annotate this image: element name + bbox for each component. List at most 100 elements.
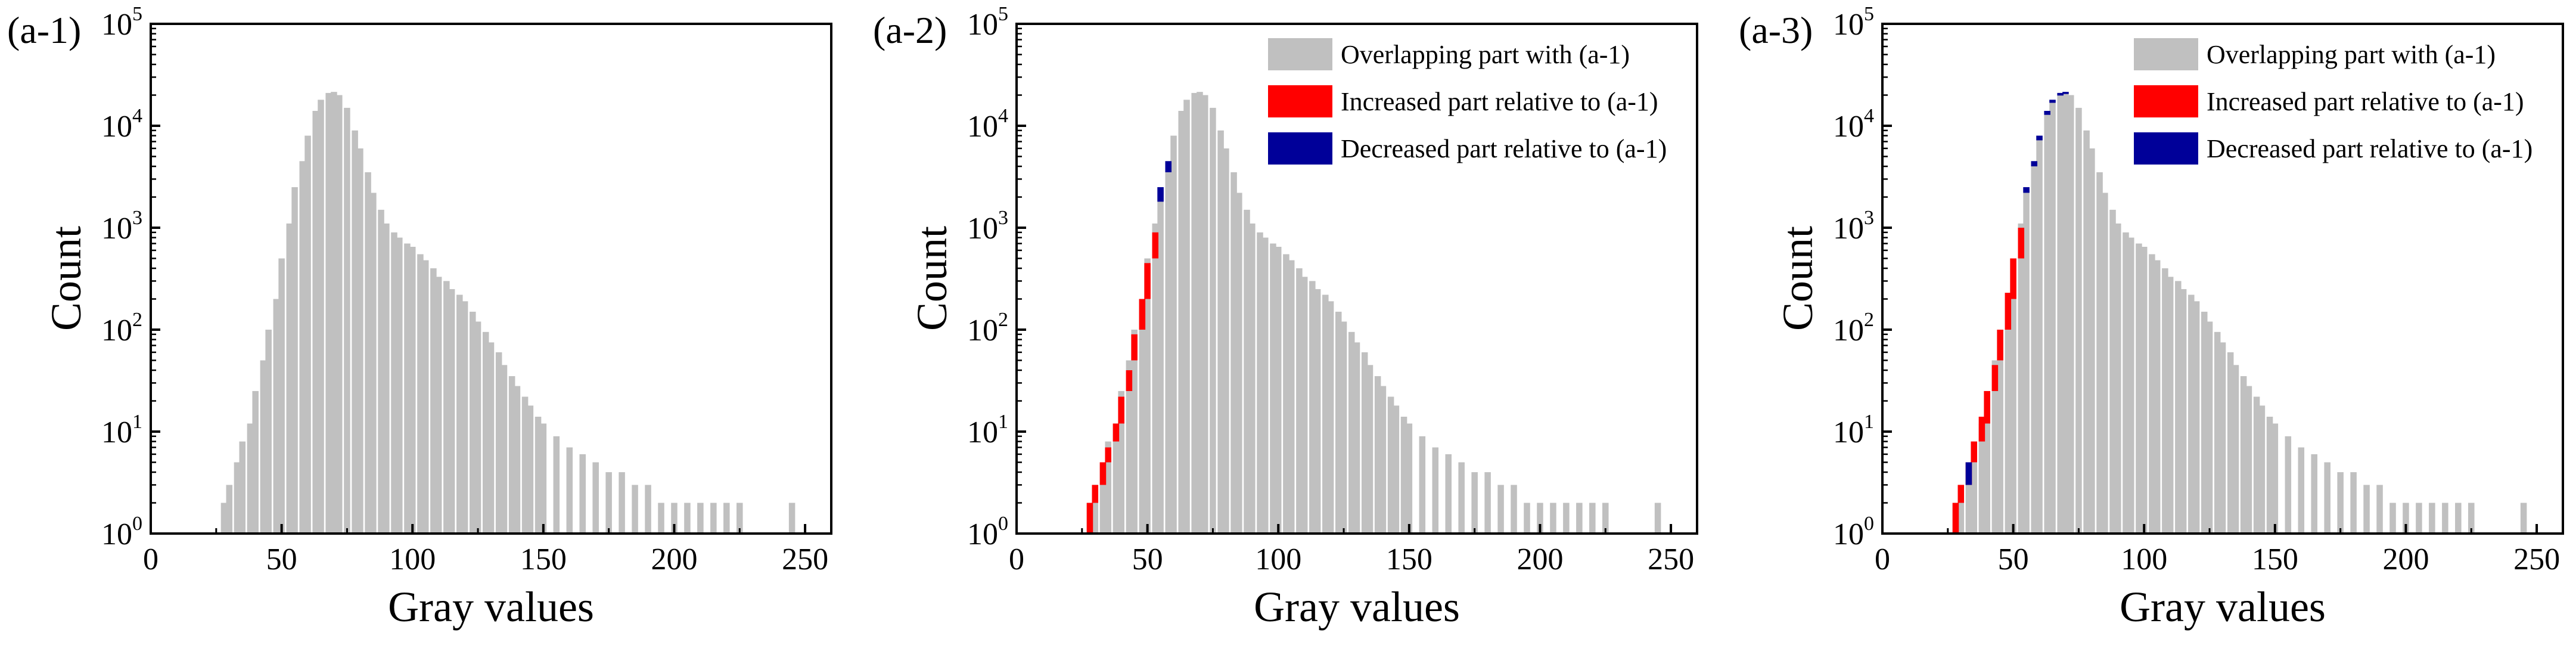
panel-a3-y-tick-label: 105 bbox=[1833, 3, 1874, 42]
panel-a3-overlap-bar bbox=[2214, 331, 2221, 534]
panel-a3-x-axis-title: Gray values bbox=[2120, 583, 2326, 631]
panel-a3-overlap-bar bbox=[2298, 447, 2305, 534]
panel-a2-y-tick-label: 101 bbox=[967, 411, 1008, 449]
panel-a1-overlap-bar bbox=[409, 246, 416, 534]
panel-a3-overlap-bar bbox=[1991, 360, 1999, 534]
panel-a2-overlap-bar bbox=[1387, 396, 1394, 534]
panel-a3-overlap-bar bbox=[2253, 396, 2260, 534]
panel-a3-increased-bar bbox=[1952, 503, 1959, 534]
panel-a3-x-tick-label: 150 bbox=[2252, 542, 2298, 576]
panel-a1-overlap-bar bbox=[335, 95, 343, 534]
panel-a3-increased-bar bbox=[2005, 293, 2012, 330]
panel-a3-label: (a-3) bbox=[1739, 9, 1813, 51]
panel-a2-overlap-bar bbox=[1340, 321, 1347, 534]
panel-a1-y-tick-label: 100 bbox=[101, 513, 142, 551]
panel-a1-overlap-bar bbox=[352, 130, 358, 534]
panel-a1-overlap-bar bbox=[788, 503, 796, 534]
panel-a1-label: (a-1) bbox=[7, 9, 81, 51]
panel-a1-overlap-bar bbox=[514, 386, 521, 534]
panel-a2-increased-bar bbox=[1144, 263, 1151, 299]
panel-a3-overlap-bar bbox=[1984, 390, 1990, 534]
panel-a1-overlap-bar bbox=[495, 352, 502, 534]
panel-a1-y-tick-label: 104 bbox=[101, 105, 142, 144]
panel-a2-increased-bar bbox=[1086, 503, 1093, 534]
panel-a3-overlap-bar bbox=[2154, 260, 2161, 534]
panel-a2-overlap-bar bbox=[1118, 390, 1124, 534]
panel-a3-overlap-bar bbox=[2324, 462, 2330, 534]
panel-a3-legend-swatch-increased bbox=[2134, 85, 2198, 117]
panel-a2-y-tick-label: 104 bbox=[967, 105, 1008, 144]
panel-a2-overlap-bar bbox=[1210, 107, 1216, 534]
panel-a3-overlap-bar bbox=[2193, 301, 2200, 534]
panel-a2-legend-swatch-decreased bbox=[1268, 132, 1332, 165]
panel-a2-legend: Overlapping part with (a-1) Increased pa… bbox=[1268, 38, 1667, 165]
panel-a2-overlap-bar bbox=[1178, 111, 1185, 534]
panel-a3-y-tick-label: 103 bbox=[1833, 207, 1874, 246]
panel-a3-overlap-bar bbox=[2389, 503, 2396, 534]
panel-a2-plot-frame bbox=[1015, 23, 1698, 535]
panel-a1-x-axis-title: Gray values bbox=[388, 583, 594, 631]
panel-a3-overlap-bar bbox=[2219, 342, 2226, 534]
panel-a1-overlap-bar bbox=[710, 503, 717, 534]
panel-a1-overlap-bar bbox=[252, 390, 259, 534]
panel-a3-bars bbox=[1944, 92, 2553, 534]
panel-a2-overlap-bar bbox=[1283, 254, 1289, 534]
panel-a1-overlap-bar bbox=[469, 311, 476, 534]
panel-a2-x-tick-label: 0 bbox=[1009, 542, 1024, 576]
panel-a2-x-tick-label: 250 bbox=[1648, 542, 1694, 576]
panel-a3-overlap-bar bbox=[1997, 330, 2003, 534]
panel-a2-overlap-bar bbox=[1406, 423, 1413, 534]
panel-a3-increased-bar bbox=[1957, 485, 1965, 503]
panel-a1-overlap-bar bbox=[474, 321, 481, 534]
panel-a2-increased-bar bbox=[1126, 370, 1133, 391]
panel-a2-overlap-bar bbox=[1563, 503, 1570, 534]
panel-a2-overlap-bar bbox=[1602, 503, 1609, 534]
panel-a2-legend-label-overlap: Overlapping part with (a-1) bbox=[1341, 40, 1630, 69]
panel-a2-overlap-bar bbox=[1126, 360, 1133, 534]
panel-a2-overlap-bar bbox=[1374, 376, 1381, 534]
panel-a1-overlap-bar bbox=[318, 100, 324, 534]
panel-a3-legend-swatch-decreased bbox=[2134, 132, 2198, 165]
panel-a2-overlap-bar bbox=[1288, 260, 1295, 534]
panel-a2-overlap-bar bbox=[1458, 462, 1465, 534]
panel-a3-x-ticks: 0 50 100 150 200 250 bbox=[1875, 524, 2560, 576]
panel-a3-overlap-bar bbox=[2123, 232, 2129, 534]
panel-a3-overlap-bar bbox=[2023, 187, 2030, 534]
panel-a1-y-axis-title: Count bbox=[42, 226, 90, 331]
panel-a3-decreased-bar bbox=[2062, 92, 2069, 94]
panel-a3: 0 50 100 150 200 250 100 101 102 103 104 105 (a-3)… bbox=[1739, 3, 2564, 631]
panel-a2-overlap-bar bbox=[1201, 95, 1208, 534]
panel-a3-overlap-bar bbox=[2376, 485, 2383, 534]
panel-a2-x-axis-title: Gray values bbox=[1254, 583, 1460, 631]
panel-a3-overlap-bar bbox=[2096, 172, 2103, 534]
panel-a1-x-tick-label: 250 bbox=[782, 542, 828, 576]
panel-a3-frame bbox=[1881, 23, 2564, 535]
panel-a3-legend-label-decreased: Decreased part relative to (a-1) bbox=[2207, 134, 2533, 163]
panel-a2-overlap-bar bbox=[1484, 472, 1491, 534]
panel-a3-decreased-bar bbox=[2044, 111, 2050, 115]
panel-a2-x-tick-label: 150 bbox=[1386, 542, 1433, 576]
panel-a2-overlap-bar bbox=[1131, 330, 1138, 534]
panel-a3-overlap-bar bbox=[2036, 135, 2043, 534]
panel-a2-overlap-bar bbox=[1092, 485, 1099, 534]
panel-a3-x-tick-label: 50 bbox=[1998, 542, 2029, 576]
panel-a3-x-tick-label: 200 bbox=[2382, 542, 2429, 576]
panel-a2-overlap-bar bbox=[1157, 187, 1164, 534]
panel-a2-overlap-bar bbox=[1309, 281, 1316, 534]
panel-a3-x-tick-label: 100 bbox=[2121, 542, 2167, 576]
panel-a3-overlap-bar bbox=[2175, 281, 2182, 534]
panel-a2-overlap-bar bbox=[1327, 301, 1334, 534]
panel-a1-overlap-bar bbox=[273, 299, 280, 534]
panel-a3-overlap-bar bbox=[1965, 462, 1972, 534]
panel-a2-overlap-bar bbox=[1249, 223, 1256, 534]
panel-a1-overlap-bar bbox=[553, 436, 560, 534]
panel-a3-overlap-bar bbox=[2075, 107, 2082, 534]
panel-a3-y-ticks: 100 101 102 103 104 105 bbox=[1833, 3, 1892, 551]
panel-a1-overlap-bar bbox=[286, 223, 293, 534]
panel-a2-overlap-bar bbox=[1322, 294, 1329, 534]
panel-a3-overlap-bar bbox=[2455, 503, 2462, 534]
panel-a3-decreased-bar bbox=[2036, 135, 2043, 141]
panel-a1-overlap-bar bbox=[737, 503, 743, 534]
panel-a3-overlap-bar bbox=[2049, 100, 2056, 534]
panel-a3-increased-bar bbox=[1971, 441, 1977, 463]
